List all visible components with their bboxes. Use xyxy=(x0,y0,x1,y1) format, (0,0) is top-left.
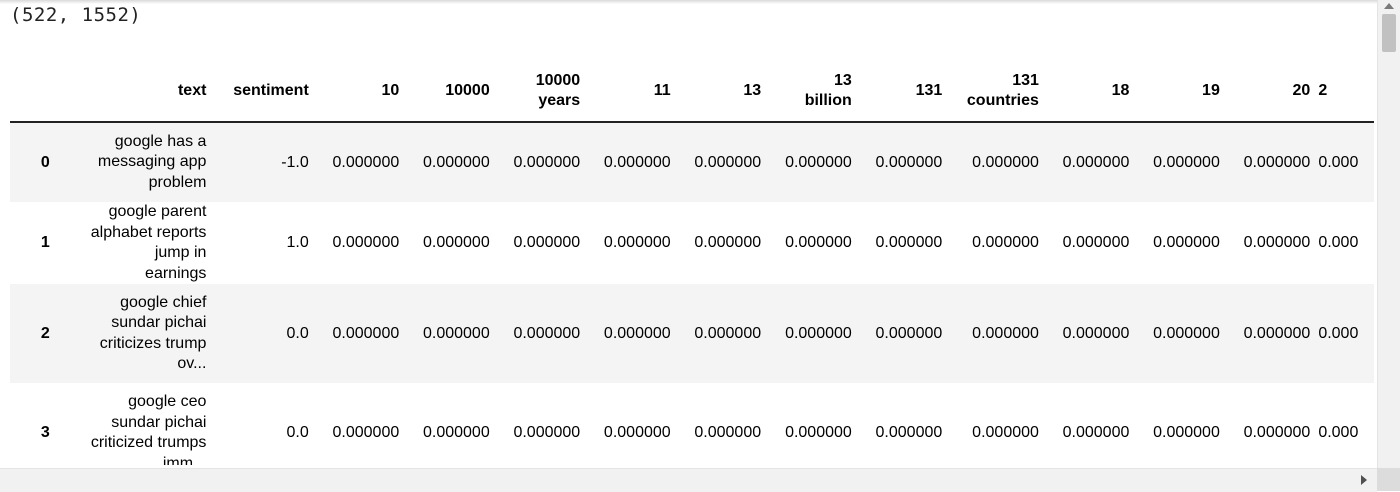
value-cell: 0.000000 xyxy=(1153,153,1220,171)
value-cell: 0.000000 xyxy=(513,153,581,171)
column-header: 13 billion xyxy=(765,60,856,123)
text-cell: google chief sundar pichai criticizes tr… xyxy=(99,293,207,373)
value-cell: 0.000000 xyxy=(1062,234,1130,251)
value-cell: 0.000000 xyxy=(694,324,762,342)
column-header: sentiment xyxy=(210,60,313,123)
value-cell: 0.000000 xyxy=(332,424,400,441)
value-cell: 0.000000 xyxy=(875,234,943,251)
vertical-scrollbar[interactable] xyxy=(1377,0,1400,468)
vertical-scroll-thumb[interactable] xyxy=(1382,14,1396,52)
table-row: 3 google ceo sundar pichai criticized tr… xyxy=(10,383,1374,465)
value-cell: 0.000000 xyxy=(875,324,943,342)
sentiment-cell: 0.0 xyxy=(286,324,309,342)
table-row: 0 google has a messaging app problem -1.… xyxy=(10,122,1374,202)
table-row: 2 google chief sundar pichai criticizes … xyxy=(10,284,1374,383)
value-cell: 0.000000 xyxy=(513,324,581,342)
value-cell: 0.000000 xyxy=(1243,153,1311,171)
value-cell: 0.000 xyxy=(1318,153,1359,171)
row-index: 3 xyxy=(40,424,50,441)
value-cell: 0.000000 xyxy=(1243,234,1311,251)
value-cell: 0.000000 xyxy=(972,153,1039,171)
column-header: 11 xyxy=(584,60,675,123)
table-row: 1 google parent alphabet reports jump in… xyxy=(10,202,1374,284)
value-cell: 0.000000 xyxy=(1153,324,1220,342)
value-cell: 0.000000 xyxy=(694,424,762,441)
index-header xyxy=(10,60,73,123)
column-header: 13 xyxy=(674,60,766,123)
value-cell: 0.000000 xyxy=(694,234,762,251)
column-header: 131 countries xyxy=(946,60,1043,123)
value-cell: 0.000000 xyxy=(875,424,943,441)
value-cell: 0.000 xyxy=(1318,324,1359,342)
column-header: 19 xyxy=(1133,60,1224,123)
value-cell: 0.000000 xyxy=(785,324,852,342)
column-header: 10 xyxy=(312,60,404,123)
dataframe-view: text sentiment 10 10000 10000 years 11 1… xyxy=(10,60,1374,465)
value-cell: 0.000000 xyxy=(603,324,671,342)
value-cell: 0.000000 xyxy=(603,234,671,251)
scrollbar-corner xyxy=(1377,468,1400,491)
column-header: 10000 xyxy=(403,60,494,123)
sentiment-cell: -1.0 xyxy=(281,153,309,171)
triangle-up-icon[interactable] xyxy=(1384,3,1394,9)
value-cell: 0.000000 xyxy=(1153,424,1220,441)
dataframe-shape-output: (522, 1552) xyxy=(10,4,142,26)
sentiment-cell: 0.0 xyxy=(286,424,309,441)
value-cell: 0.000000 xyxy=(785,424,852,441)
value-cell: 0.000000 xyxy=(785,234,852,251)
value-cell: 0.000000 xyxy=(972,324,1039,342)
text-cell: google parent alphabet reports jump in e… xyxy=(90,203,207,282)
column-header: 131 xyxy=(855,60,947,123)
value-cell: 0.000000 xyxy=(1243,424,1311,441)
column-header: 10000 years xyxy=(493,60,585,123)
value-cell: 0.000000 xyxy=(603,153,671,171)
value-cell: 0.000000 xyxy=(1243,324,1311,342)
header-row: text sentiment 10 10000 10000 years 11 1… xyxy=(10,60,1374,123)
text-cell: google ceo sundar pichai criticized trum… xyxy=(90,393,207,465)
column-header: 2 xyxy=(1314,60,1374,123)
text-cell: google has a messaging app problem xyxy=(97,132,207,191)
value-cell: 0.000000 xyxy=(422,153,490,171)
column-header: text xyxy=(72,60,211,123)
value-cell: 0.000 xyxy=(1318,424,1359,441)
value-cell: 0.000000 xyxy=(1062,324,1130,342)
value-cell: 0.000000 xyxy=(422,324,490,342)
value-cell: 0.000000 xyxy=(422,424,490,441)
row-index: 2 xyxy=(40,324,50,342)
value-cell: 0.000000 xyxy=(332,324,400,342)
value-cell: 0.000000 xyxy=(972,234,1039,251)
column-header: 20 xyxy=(1223,60,1315,123)
column-header: 18 xyxy=(1042,60,1134,123)
horizontal-scrollbar[interactable] xyxy=(0,468,1377,492)
value-cell: 0.000000 xyxy=(332,153,400,171)
triangle-right-icon[interactable] xyxy=(1361,475,1367,485)
value-cell: 0.000 xyxy=(1318,234,1359,251)
row-index: 0 xyxy=(40,153,50,171)
value-cell: 0.000000 xyxy=(513,424,581,441)
value-cell: 0.000000 xyxy=(1062,153,1130,171)
top-shadow xyxy=(0,0,1400,4)
value-cell: 0.000000 xyxy=(513,234,581,251)
value-cell: 0.000000 xyxy=(972,424,1039,441)
value-cell: 0.000000 xyxy=(603,424,671,441)
row-index: 1 xyxy=(40,234,50,251)
dataframe-table: text sentiment 10 10000 10000 years 11 1… xyxy=(10,60,1374,465)
value-cell: 0.000000 xyxy=(694,153,762,171)
value-cell: 0.000000 xyxy=(422,234,490,251)
value-cell: 0.000000 xyxy=(1153,234,1220,251)
value-cell: 0.000000 xyxy=(875,153,943,171)
value-cell: 0.000000 xyxy=(785,153,852,171)
value-cell: 0.000000 xyxy=(1062,424,1130,441)
value-cell: 0.000000 xyxy=(332,234,400,251)
horizontal-scroll-thumb[interactable] xyxy=(18,474,1348,486)
sentiment-cell: 1.0 xyxy=(286,234,309,251)
